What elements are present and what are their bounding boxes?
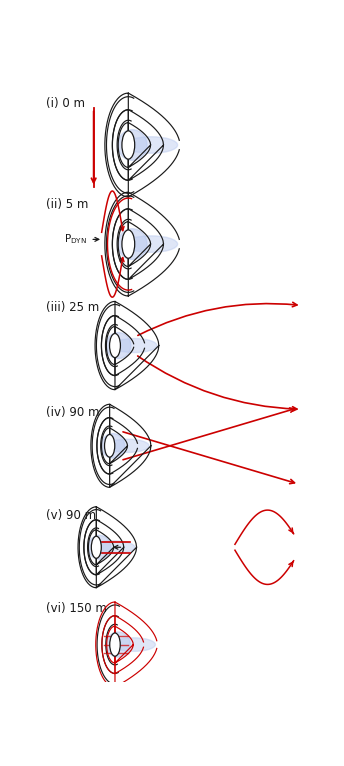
Ellipse shape [106, 439, 149, 453]
Ellipse shape [93, 541, 135, 554]
Text: P$_{{\rm DYN}}$: P$_{{\rm DYN}}$ [64, 232, 99, 247]
Circle shape [122, 230, 135, 258]
Ellipse shape [124, 137, 178, 153]
Text: (iv) 90 m: (iv) 90 m [46, 406, 99, 419]
Ellipse shape [101, 434, 125, 458]
Circle shape [122, 131, 135, 159]
Ellipse shape [111, 339, 157, 352]
Ellipse shape [106, 332, 131, 358]
Text: (ii) 5 m: (ii) 5 m [46, 198, 88, 211]
Ellipse shape [106, 632, 130, 657]
Text: (iii) 25 m: (iii) 25 m [46, 301, 99, 314]
Text: (i) 0 m: (i) 0 m [46, 97, 85, 110]
Text: (v) 90 m: (v) 90 m [46, 509, 96, 522]
Circle shape [109, 333, 120, 358]
Ellipse shape [112, 638, 155, 651]
Circle shape [105, 434, 115, 457]
Ellipse shape [88, 535, 111, 559]
Text: (vi) 150 m: (vi) 150 m [46, 602, 107, 615]
Ellipse shape [118, 229, 147, 260]
Ellipse shape [118, 129, 147, 160]
Circle shape [110, 633, 120, 656]
Ellipse shape [124, 236, 178, 252]
Circle shape [91, 536, 101, 558]
